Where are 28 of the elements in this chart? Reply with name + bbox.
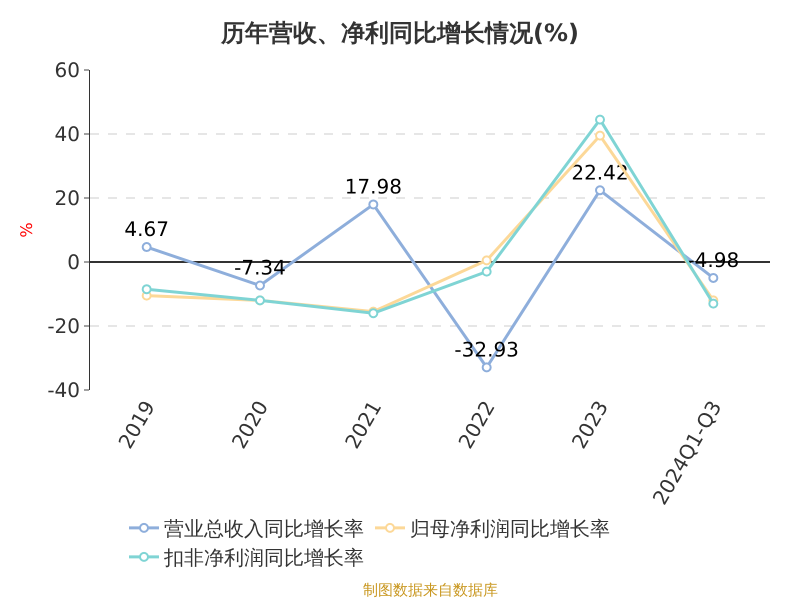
- point: [482, 266, 492, 277]
- y-tick-label: 40: [54, 122, 80, 146]
- point: [142, 242, 152, 252]
- y-tick-label: 0: [67, 250, 80, 274]
- legend-label: 扣非净利润同比增长率: [163, 546, 364, 570]
- point: [708, 272, 718, 283]
- legend-label: 归母净利润同比增长率: [410, 516, 610, 541]
- y-tick-label: 20: [54, 186, 80, 210]
- point: [595, 130, 605, 141]
- y-axis-title: %: [17, 222, 36, 238]
- point: [708, 298, 718, 309]
- y-tick-label: -20: [47, 314, 80, 338]
- point: [595, 185, 605, 196]
- data-label: 4.67: [124, 217, 169, 242]
- text: 制图数据来自数据库: [363, 581, 498, 599]
- point: [255, 280, 265, 290]
- legend-label: 营业总收入同比增长率: [164, 516, 364, 541]
- y-tick-label: -40: [47, 378, 80, 402]
- point: [142, 284, 152, 294]
- data-label: 17.98: [344, 174, 402, 198]
- point: [482, 255, 492, 266]
- chart-title: 历年营收、净利同比增长情况(%): [220, 18, 579, 47]
- point: [368, 199, 378, 210]
- data-label: -7.34: [234, 255, 286, 280]
- y-tick-label: 60: [54, 58, 80, 82]
- point: [482, 362, 492, 372]
- point: [595, 114, 605, 125]
- data-label: -32.93: [454, 337, 519, 362]
